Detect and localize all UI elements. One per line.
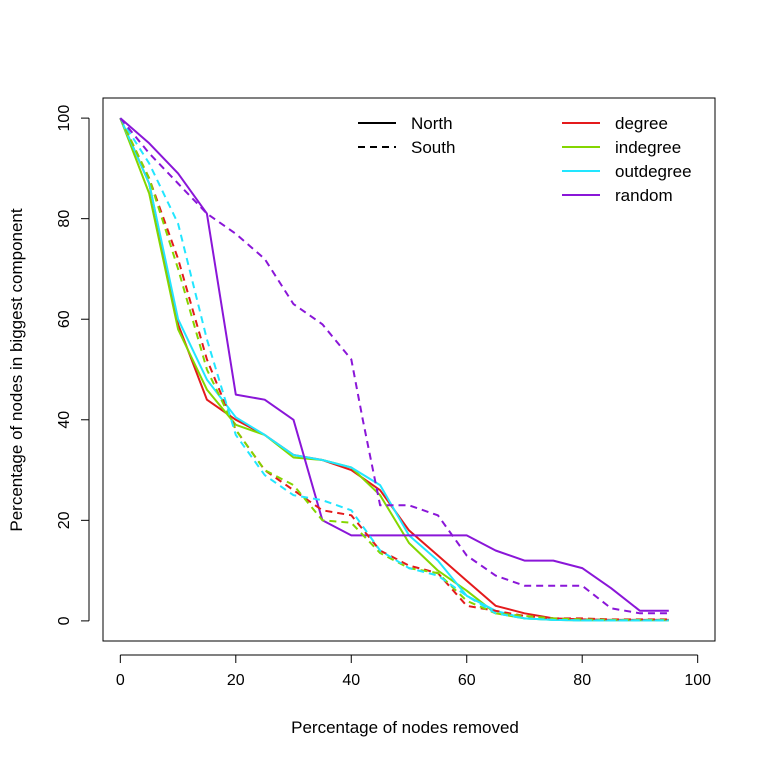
x-axis-title: Percentage of nodes removed: [291, 718, 519, 737]
series-line-2: [119, 117, 669, 622]
legend-color-label: indegree: [615, 138, 681, 157]
series-line-6: [119, 117, 669, 622]
y-axis-title: Percentage of nodes in biggest component: [7, 208, 26, 532]
x-tick-label: 60: [458, 672, 476, 689]
x-axis: 0 20 40 60 80 100: [116, 654, 711, 689]
legend-color-label: degree: [615, 114, 668, 133]
plot-frame: [102, 97, 716, 642]
legend-color-label: random: [615, 186, 673, 205]
legend-linestyle-label: South: [411, 138, 455, 157]
y-tick-label: 0: [56, 616, 73, 625]
series-line-5: [119, 117, 669, 621]
x-tick-label: 0: [116, 672, 125, 689]
series-layer: [119, 117, 669, 622]
legend-color-label: outdegree: [615, 162, 692, 181]
x-tick-label: 40: [342, 672, 360, 689]
y-tick-label: 20: [56, 511, 73, 529]
series-line-7: [119, 117, 669, 615]
x-tick-label: 80: [573, 672, 591, 689]
x-tick-label: 100: [684, 672, 711, 689]
y-tick-label: 100: [56, 105, 73, 132]
y-tick-label: 80: [56, 210, 73, 228]
y-tick-label: 60: [56, 310, 73, 328]
y-tick-label: 40: [56, 411, 73, 429]
y-axis: 0 20 40 60 80 100: [56, 105, 90, 625]
series-line-3: [119, 117, 669, 612]
legend: North South degree indegree outdegree random: [358, 114, 692, 205]
legend-linestyle-label: North: [411, 114, 453, 133]
x-tick-label: 20: [227, 672, 245, 689]
